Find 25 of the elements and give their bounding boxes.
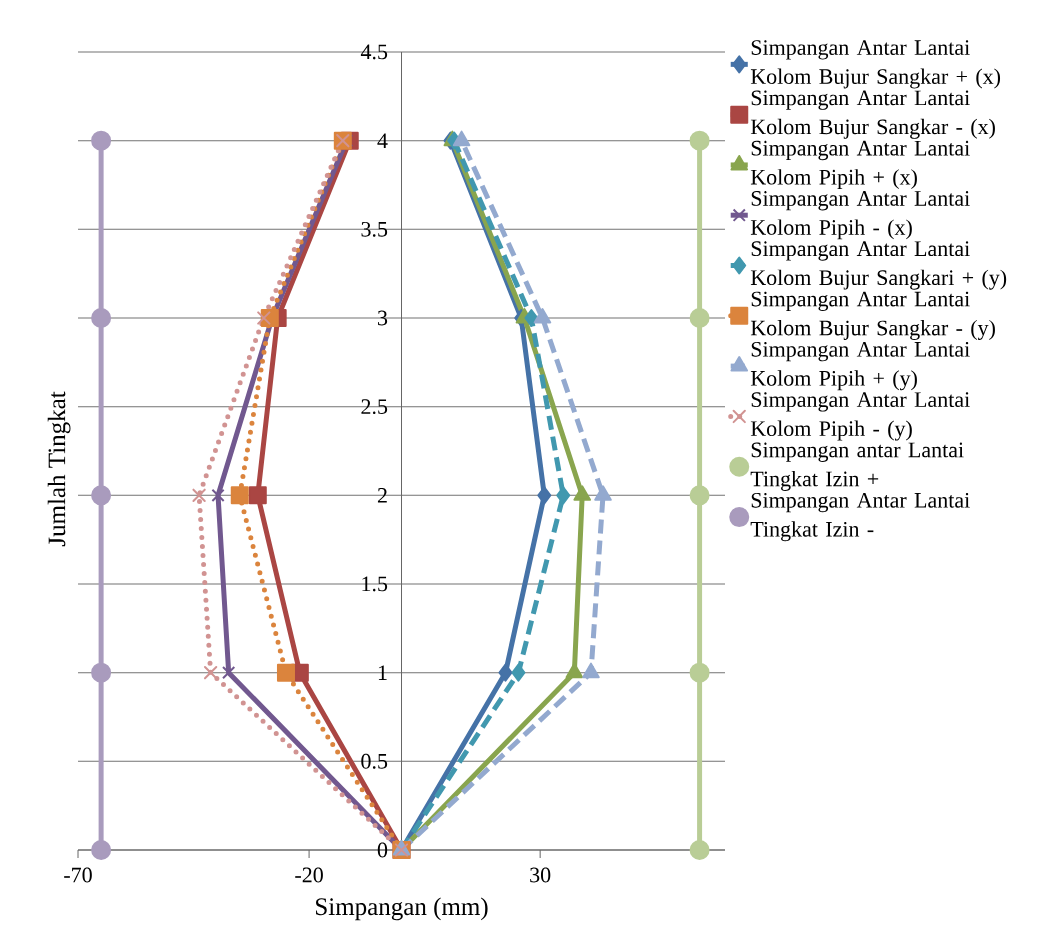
legend-label: Simpangan Antar Lantai Tingkat Izin - — [750, 492, 970, 542]
x-tick-label: 30 — [530, 867, 551, 883]
y-tick-label: 2.5 — [361, 399, 388, 415]
legend-label: Simpangan antar Lantai Tingkat Izin + — [750, 442, 964, 491]
y-axis-title: Jumlah Tingkat — [47, 391, 71, 547]
y-tick-label: 0 — [377, 842, 388, 858]
legend-label: Simpangan Antar Lantai Kolom Bujur Sangkar + (x) — [750, 40, 1001, 89]
y-tick-label: 3 — [378, 310, 388, 326]
x-tick-label: -70 — [64, 867, 92, 883]
legend-label: Simpangan Antar Lantai Kolom Pipih - (y) — [750, 392, 970, 441]
legend-label: Simpangan Antar Lantai Kolom Bujur Sangkar - (y) — [750, 291, 995, 340]
legend-label: Simpangan Antar Lantai Kolom Pipih + (x) — [750, 140, 970, 190]
y-tick-label: 4 — [377, 133, 388, 148]
legend-label: Simpangan Antar Lantai Kolom Bujur Sangkari + (y) — [750, 241, 1007, 290]
y-tick-label: 3.5 — [361, 221, 388, 237]
y-tick-label: 1.5 — [362, 576, 388, 592]
y-tick-label: 0.5 — [361, 753, 388, 769]
x-tick-label: -20 — [295, 867, 323, 883]
x-axis-title: Simpangan (mm) — [316, 897, 488, 921]
legend-label: Simpangan Antar Lantai Kolom Pipih - (x) — [750, 191, 970, 240]
legend-label: Simpangan Antar Lantai Kolom Pipih + (y) — [750, 341, 970, 391]
legend-label: Simpangan Antar Lantai Kolom Bujur Sangkar - (x) — [750, 90, 995, 139]
y-tick-label: 4.5 — [360, 44, 388, 60]
y-tick-label: 2 — [377, 488, 387, 503]
y-tick-label: 1 — [378, 665, 387, 680]
